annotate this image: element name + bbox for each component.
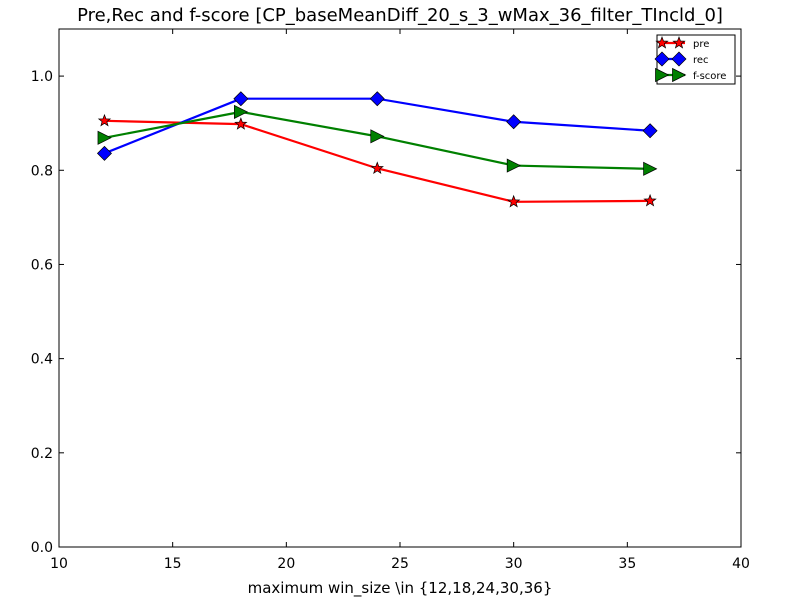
legend-marker-pre [655, 35, 669, 49]
data-point-pre [97, 113, 112, 127]
y-tick-label: 0.0 [31, 540, 53, 556]
x-tick-label: 30 [505, 556, 523, 572]
data-point-f-score [370, 129, 385, 144]
x-tick-label: 35 [618, 556, 636, 572]
series-layer [96, 91, 658, 208]
y-tick-label: 0.4 [31, 352, 53, 368]
data-point-rec [642, 123, 658, 139]
data-point-rec [96, 145, 112, 161]
legend-label-rec: rec [693, 55, 709, 66]
x-axis-label: maximum win_size \in {12,18,24,30,36} [248, 579, 553, 598]
x-tick-label: 25 [391, 556, 409, 572]
legend-marker-rec [654, 51, 670, 67]
series-pre [97, 113, 657, 208]
data-point-rec [233, 91, 249, 107]
series-rec [96, 91, 658, 161]
legend-item-pre: pre [655, 35, 709, 50]
x-tick-label: 15 [164, 556, 182, 572]
legend-marker-f-score [655, 67, 670, 83]
x-tick-label: 20 [277, 556, 295, 572]
legend-marker-pre [672, 35, 686, 49]
legend-item-rec: rec [654, 51, 709, 67]
x-tick-label: 10 [50, 556, 68, 572]
chart-title: Pre,Rec and f-score [CP_baseMeanDiff_20_… [77, 5, 723, 26]
legend-label-pre: pre [693, 39, 709, 50]
legend-item-f-score: f-score [655, 67, 726, 83]
y-tick-label: 0.2 [31, 446, 53, 462]
data-point-f-score [643, 161, 658, 176]
data-point-f-score [234, 104, 249, 119]
data-point-rec [369, 91, 385, 107]
data-point-f-score [97, 130, 112, 145]
y-tick-label: 1.0 [31, 69, 53, 85]
series-f-score [97, 104, 658, 176]
x-tick-label: 40 [732, 556, 750, 572]
axes-layer: 10 15 20 25 30 35 40 0.0 0.2 0.4 0.6 0.8 1.0 [31, 28, 750, 572]
plot-area [59, 29, 741, 547]
legend-marker-rec [671, 51, 687, 67]
data-point-pre [234, 117, 248, 130]
data-point-pre [643, 193, 657, 207]
plot-background [59, 29, 741, 547]
y-tick-label: 0.6 [31, 257, 53, 273]
legend-marker-f-score [672, 67, 687, 83]
legend: pre rec f-score [654, 34, 736, 85]
legend-label-f-score: f-score [693, 71, 726, 82]
data-point-f-score [506, 158, 521, 173]
data-point-pre [507, 194, 521, 208]
data-point-pre [370, 161, 384, 175]
data-point-rec [506, 114, 522, 130]
y-tick-label: 0.8 [31, 163, 53, 179]
